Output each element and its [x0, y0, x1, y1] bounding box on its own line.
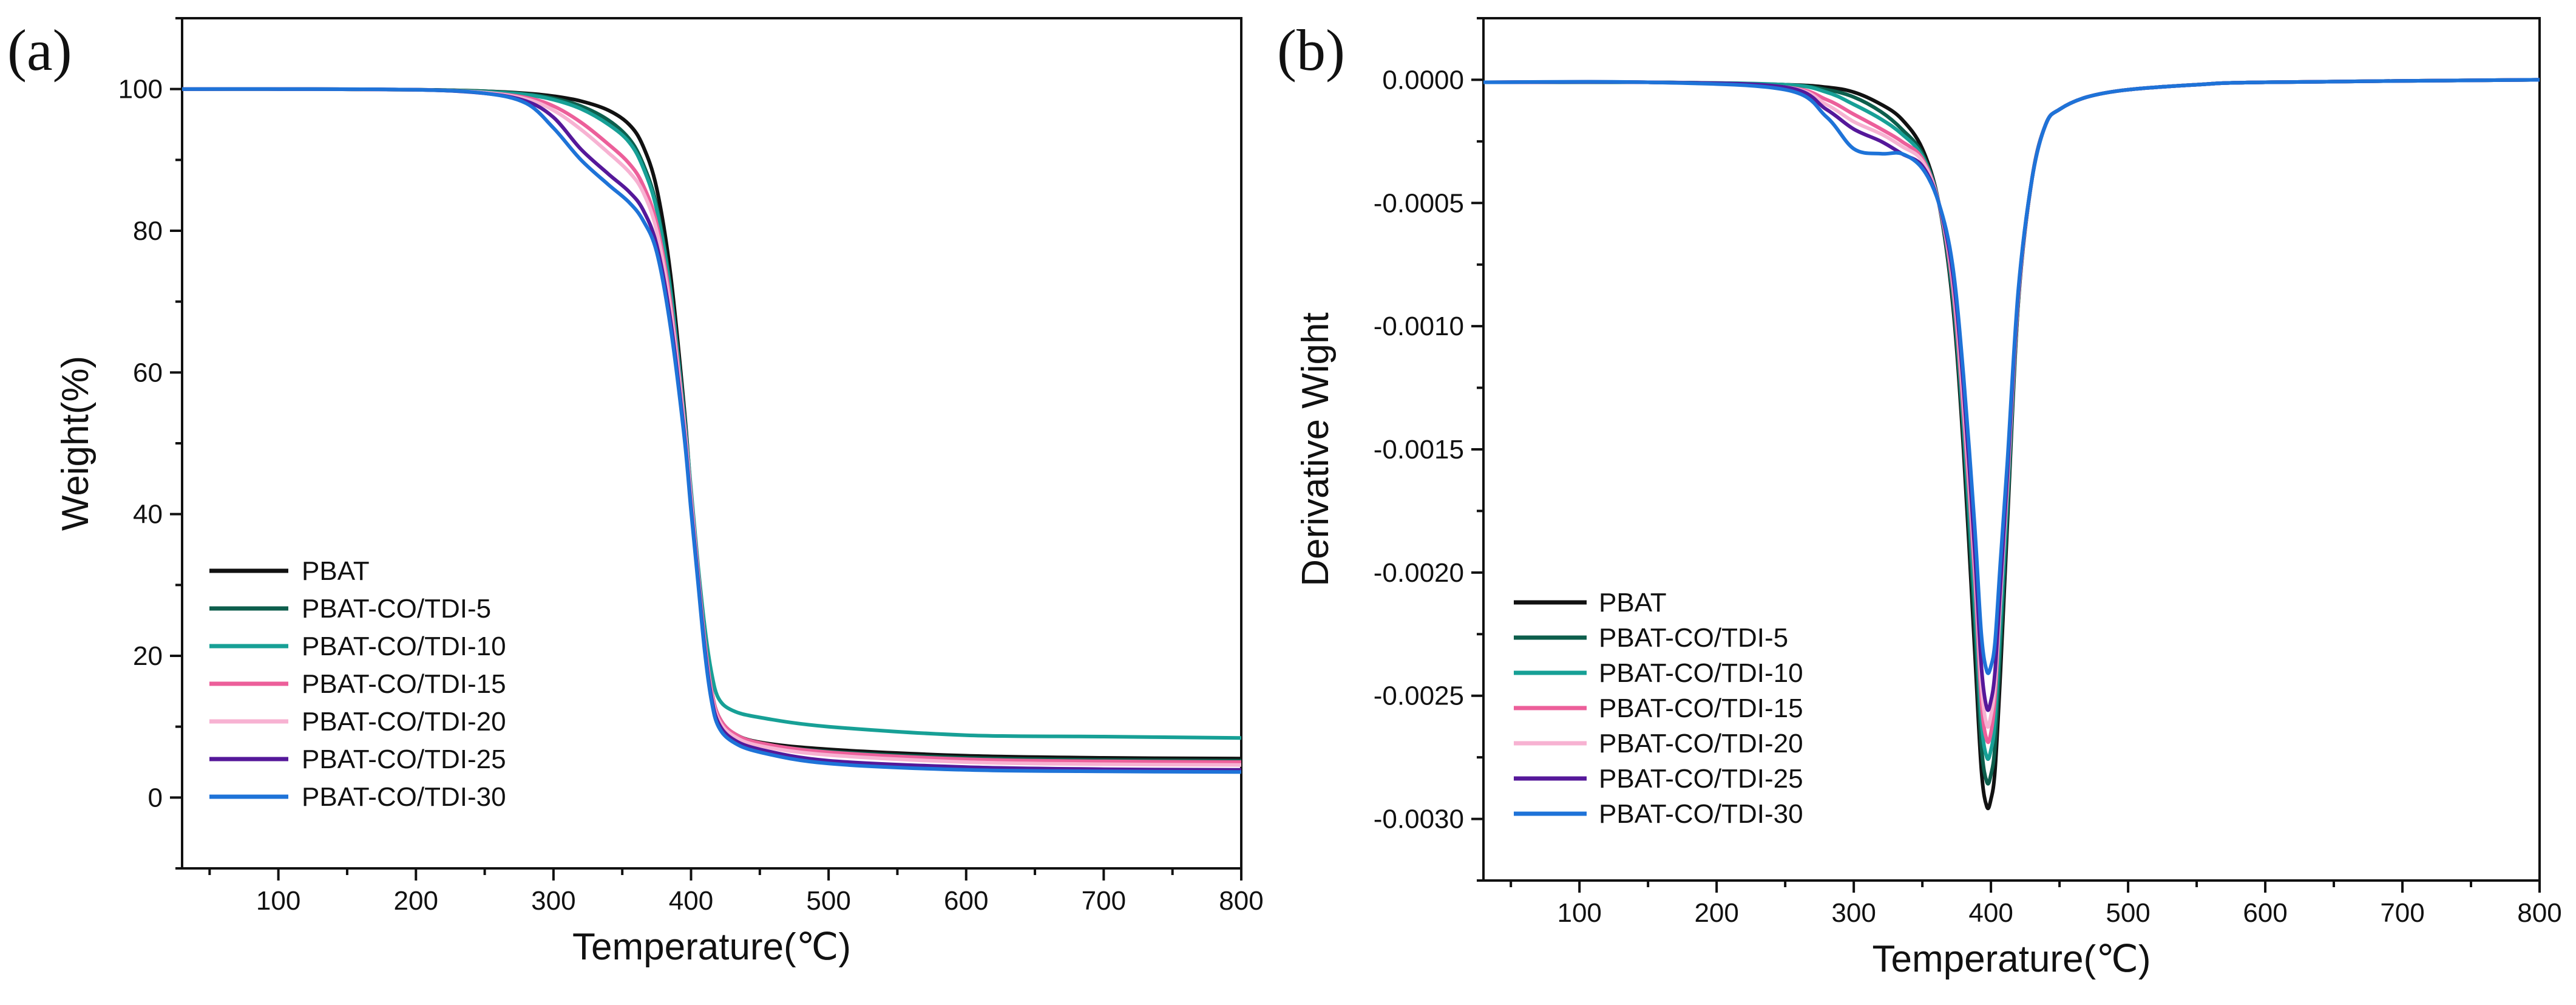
- legend-label: PBAT-CO/TDI-30: [302, 782, 506, 812]
- x-tick-label: 100: [1557, 898, 1601, 928]
- x-tick-label: 300: [531, 886, 575, 916]
- y-tick-label: 0.0000: [1382, 65, 1464, 95]
- y-tick-label: -0.0030: [1374, 805, 1464, 834]
- legend: PBAT PBAT-CO/TDI-5 PBAT-CO/TDI-10 PBAT-CO/T…: [1514, 588, 1803, 829]
- series-group: [1483, 78, 2540, 811]
- x-tick-label: 400: [669, 886, 713, 916]
- legend-label: PBAT-CO/TDI-5: [1599, 623, 1788, 653]
- x-tick-label: 600: [944, 886, 988, 916]
- y-tick-label: 0: [148, 783, 163, 813]
- y-tick-label: 20: [133, 641, 163, 671]
- x-tick-label: 800: [2517, 898, 2561, 928]
- y-axis-title: Derivative Wight: [1295, 312, 1337, 586]
- x-tick-label: 800: [1219, 886, 1263, 916]
- y-tick-label: -0.0025: [1374, 681, 1464, 711]
- legend-label: PBAT-CO/TDI-10: [1599, 658, 1803, 688]
- legend-label: PBAT: [302, 556, 370, 586]
- y-tick-label: -0.0010: [1374, 312, 1464, 341]
- legend-label: PBAT-CO/TDI-10: [302, 632, 506, 661]
- x-axis-title: Temperature(℃): [1873, 938, 2151, 980]
- legend-label: PBAT: [1599, 588, 1667, 618]
- legend-label: PBAT-CO/TDI-15: [302, 669, 506, 699]
- y-tick-label: -0.0015: [1374, 435, 1464, 465]
- y-tick-label: -0.0020: [1374, 558, 1464, 588]
- x-tick-label: 100: [256, 886, 300, 916]
- x-tick-label: 500: [2106, 898, 2150, 928]
- chart-panel-b: (b) 100 200 300 400 500 600 700 800 0.0000 -0.0005…: [1277, 17, 2562, 980]
- legend-label: PBAT-CO/TDI-20: [1599, 729, 1803, 758]
- legend-label: PBAT-CO/TDI-25: [1599, 764, 1803, 794]
- x-tick-label: 700: [1082, 886, 1126, 916]
- y-axis-title: Weight(%): [55, 356, 97, 531]
- series-group: [182, 87, 1241, 774]
- x-tick-label: 300: [1831, 898, 1876, 928]
- y-tick-label: 40: [133, 500, 163, 530]
- x-axis-title: Temperature(℃): [572, 926, 851, 968]
- x-tick-label: 600: [2243, 898, 2287, 928]
- x-tick-label: 500: [806, 886, 850, 916]
- series-line-6: [182, 87, 1241, 774]
- x-tick-label: 400: [1968, 898, 2013, 928]
- legend-label: PBAT-CO/TDI-30: [1599, 799, 1803, 829]
- panel-label: (a): [7, 18, 72, 83]
- plot-frame: [181, 17, 1242, 870]
- panel-label: (b): [1277, 18, 1345, 83]
- x-tick-label: 200: [394, 886, 438, 916]
- legend-label: PBAT-CO/TDI-15: [1599, 693, 1803, 723]
- y-tick-label: 60: [133, 358, 163, 387]
- legend-label: PBAT-CO/TDI-20: [302, 707, 506, 737]
- y-tick-label: 100: [118, 75, 163, 104]
- chart-panel-a: (a) 100 200 300 400 500 600 700 800 0 20 40 60 80 100 T…: [7, 17, 1264, 968]
- series-line-6: [1483, 78, 2540, 675]
- x-tick-label: 200: [1694, 898, 1738, 928]
- x-tick-label: 700: [2380, 898, 2424, 928]
- legend-label: PBAT-CO/TDI-25: [302, 744, 506, 774]
- y-tick-label: -0.0005: [1374, 188, 1464, 218]
- legend: PBAT PBAT-CO/TDI-5 PBAT-CO/TDI-10 PBAT-CO/T…: [209, 556, 506, 812]
- legend-label: PBAT-CO/TDI-5: [302, 594, 491, 624]
- y-tick-label: 80: [133, 216, 163, 246]
